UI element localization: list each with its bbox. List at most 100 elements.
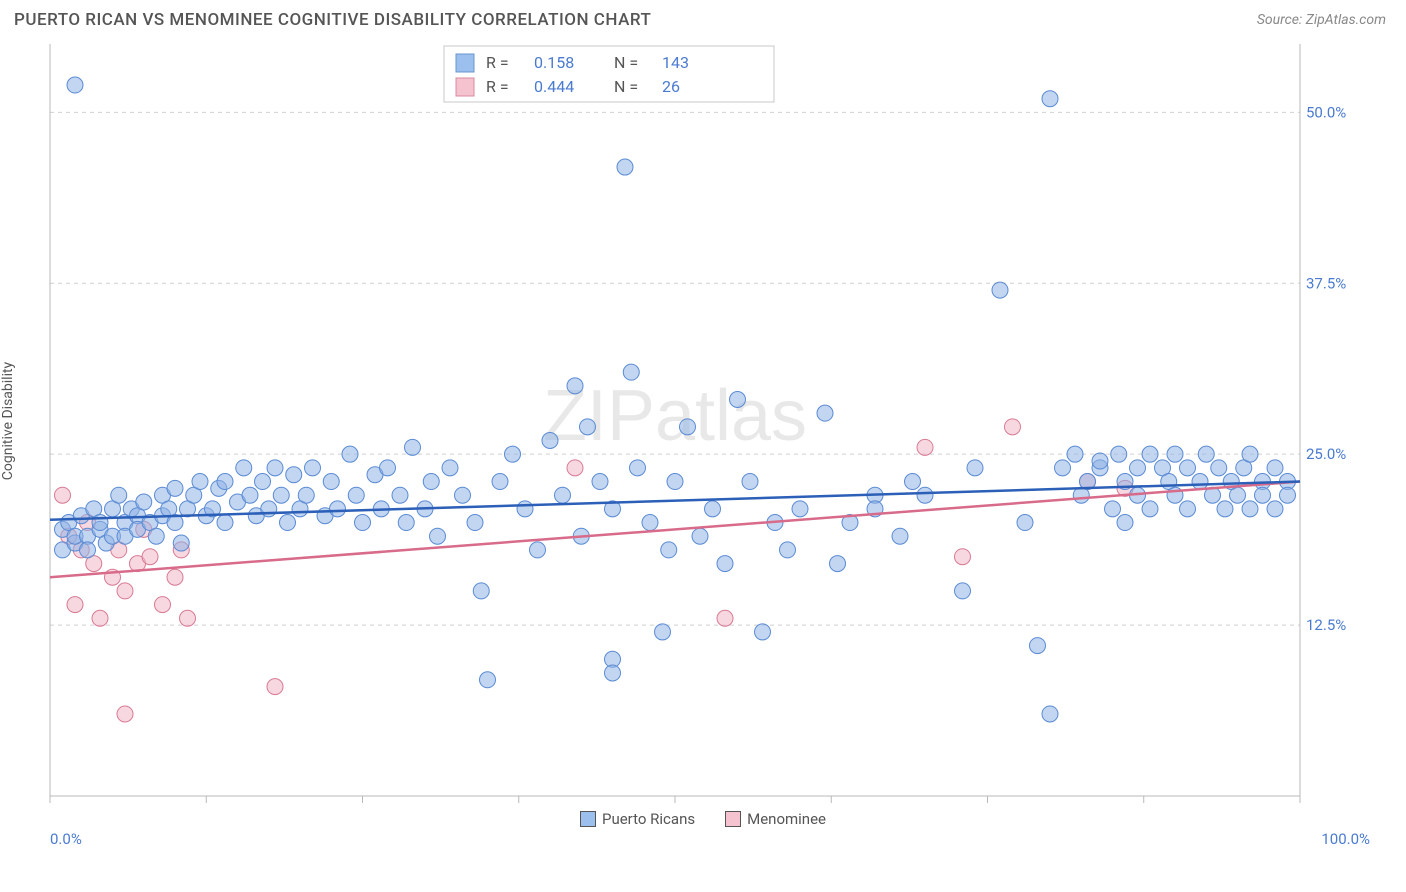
- data-point: [1255, 487, 1271, 503]
- legend-blue-label: Puerto Ricans: [602, 810, 695, 828]
- data-point: [530, 542, 546, 558]
- data-point: [1211, 460, 1227, 476]
- y-tick-label: 25.0%: [1306, 445, 1346, 463]
- data-point: [242, 487, 258, 503]
- data-point: [255, 474, 271, 490]
- data-point: [992, 282, 1008, 298]
- data-point: [567, 460, 583, 476]
- data-point: [1067, 446, 1083, 462]
- data-point: [1130, 460, 1146, 476]
- stat-r-value: 0.444: [534, 77, 574, 96]
- data-point: [167, 569, 183, 585]
- x-max-label: 100.0%: [1321, 830, 1370, 848]
- data-point: [398, 515, 414, 531]
- scatter-plot: 12.5%25.0%37.5%50.0%ZIPatlasR =0.158N =1…: [14, 36, 1354, 806]
- data-point: [1280, 487, 1296, 503]
- data-point: [817, 405, 833, 421]
- stat-n-value: 143: [662, 53, 689, 72]
- data-point: [298, 487, 314, 503]
- data-point: [661, 542, 677, 558]
- data-point: [1142, 501, 1158, 517]
- data-point: [917, 487, 933, 503]
- data-point: [392, 487, 408, 503]
- plot-wrap: Cognitive Disability 12.5%25.0%37.5%50.0…: [14, 36, 1386, 806]
- data-point: [117, 706, 133, 722]
- data-point: [80, 542, 96, 558]
- stat-label: R =: [486, 53, 509, 72]
- data-point: [286, 467, 302, 483]
- data-point: [1005, 419, 1021, 435]
- data-point: [555, 487, 571, 503]
- data-point: [730, 391, 746, 407]
- data-point: [742, 474, 758, 490]
- data-point: [567, 378, 583, 394]
- data-point: [955, 549, 971, 565]
- data-point: [1111, 446, 1127, 462]
- data-point: [1217, 501, 1233, 517]
- chart-title: PUERTO RICAN VS MENOMINEE COGNITIVE DISA…: [14, 10, 651, 30]
- data-point: [117, 583, 133, 599]
- data-point: [1242, 446, 1258, 462]
- data-point: [1242, 501, 1258, 517]
- data-point: [830, 556, 846, 572]
- data-point: [1042, 706, 1058, 722]
- x-range-labels: 0.0% 100.0%: [50, 830, 1370, 848]
- data-point: [892, 528, 908, 544]
- data-point: [455, 487, 471, 503]
- data-point: [667, 474, 683, 490]
- data-point: [1167, 446, 1183, 462]
- data-point: [342, 446, 358, 462]
- data-point: [480, 672, 496, 688]
- data-point: [405, 439, 421, 455]
- data-point: [792, 501, 808, 517]
- data-point: [605, 665, 621, 681]
- legend-swatch-icon: [456, 54, 474, 72]
- data-point: [236, 460, 252, 476]
- data-point: [280, 515, 296, 531]
- data-point: [111, 487, 127, 503]
- data-point: [380, 460, 396, 476]
- data-point: [217, 515, 233, 531]
- data-point: [1092, 453, 1108, 469]
- data-point: [1017, 515, 1033, 531]
- legend-item-blue: Puerto Ricans: [580, 810, 695, 828]
- data-point: [323, 474, 339, 490]
- data-point: [1055, 460, 1071, 476]
- data-point: [67, 77, 83, 93]
- data-point: [155, 597, 171, 613]
- data-point: [580, 419, 596, 435]
- title-bar: PUERTO RICAN VS MENOMINEE COGNITIVE DISA…: [0, 0, 1406, 36]
- data-point: [1230, 487, 1246, 503]
- data-point: [1117, 515, 1133, 531]
- data-point: [136, 494, 152, 510]
- data-point: [467, 515, 483, 531]
- swatch-pink-icon: [725, 811, 741, 827]
- data-point: [355, 515, 371, 531]
- legend-pink-label: Menominee: [747, 810, 826, 828]
- data-point: [717, 556, 733, 572]
- data-point: [167, 480, 183, 496]
- data-point: [1267, 501, 1283, 517]
- data-point: [423, 474, 439, 490]
- stat-label: R =: [486, 77, 509, 96]
- data-point: [1192, 474, 1208, 490]
- data-point: [473, 583, 489, 599]
- data-point: [55, 487, 71, 503]
- data-point: [67, 597, 83, 613]
- swatch-blue-icon: [580, 811, 596, 827]
- data-point: [1198, 446, 1214, 462]
- data-point: [917, 439, 933, 455]
- stat-label: N =: [614, 53, 638, 72]
- data-point: [655, 624, 671, 640]
- data-point: [630, 460, 646, 476]
- data-point: [273, 487, 289, 503]
- data-point: [305, 460, 321, 476]
- bottom-legend: Puerto Ricans Menominee: [0, 810, 1406, 828]
- data-point: [1180, 501, 1196, 517]
- stat-r-value: 0.158: [534, 53, 574, 72]
- data-point: [1030, 638, 1046, 654]
- data-point: [642, 515, 658, 531]
- data-point: [617, 159, 633, 175]
- data-point: [623, 364, 639, 380]
- stat-n-value: 26: [662, 77, 680, 96]
